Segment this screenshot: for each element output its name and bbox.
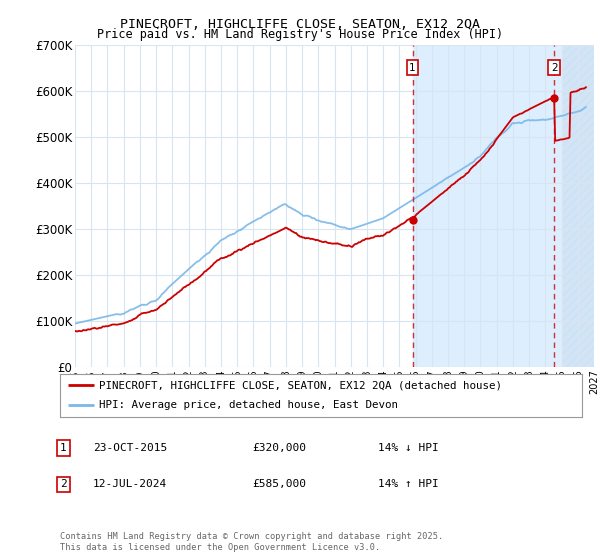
- Text: PINECROFT, HIGHCLIFFE CLOSE, SEATON, EX12 2QA: PINECROFT, HIGHCLIFFE CLOSE, SEATON, EX1…: [120, 18, 480, 31]
- Text: 1: 1: [409, 63, 416, 73]
- Bar: [413, 45, 594, 367]
- Text: 14% ↑ HPI: 14% ↑ HPI: [378, 479, 439, 489]
- Text: PINECROFT, HIGHCLIFFE CLOSE, SEATON, EX12 2QA (detached house): PINECROFT, HIGHCLIFFE CLOSE, SEATON, EX1…: [99, 380, 502, 390]
- Text: 2: 2: [551, 63, 557, 73]
- Bar: [562, 45, 594, 367]
- Text: Price paid vs. HM Land Registry's House Price Index (HPI): Price paid vs. HM Land Registry's House …: [97, 28, 503, 41]
- Text: 23-OCT-2015: 23-OCT-2015: [93, 443, 167, 453]
- Text: £320,000: £320,000: [252, 443, 306, 453]
- Text: Contains HM Land Registry data © Crown copyright and database right 2025.
This d: Contains HM Land Registry data © Crown c…: [60, 532, 443, 552]
- Text: HPI: Average price, detached house, East Devon: HPI: Average price, detached house, East…: [99, 400, 398, 410]
- Text: £585,000: £585,000: [252, 479, 306, 489]
- Text: 14% ↓ HPI: 14% ↓ HPI: [378, 443, 439, 453]
- Text: 2: 2: [60, 479, 67, 489]
- Text: 1: 1: [60, 443, 67, 453]
- Text: 12-JUL-2024: 12-JUL-2024: [93, 479, 167, 489]
